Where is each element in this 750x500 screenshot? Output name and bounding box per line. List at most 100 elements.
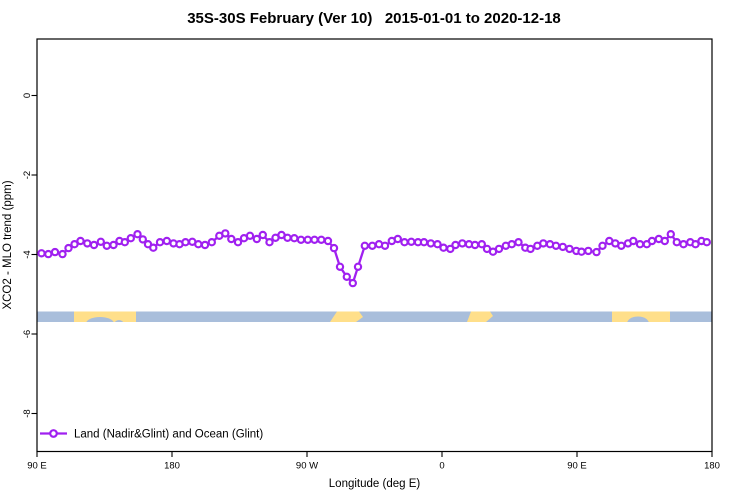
data-point bbox=[265, 237, 274, 247]
data-point bbox=[360, 241, 369, 250]
data-point bbox=[494, 244, 504, 254]
data-point bbox=[283, 233, 292, 242]
data-point bbox=[451, 240, 460, 250]
data-point bbox=[329, 243, 339, 253]
x-tick-label: 180 bbox=[164, 461, 180, 472]
data-point bbox=[227, 234, 236, 244]
data-point bbox=[120, 237, 130, 247]
y-tick-label: -4 bbox=[22, 250, 33, 258]
data-point bbox=[200, 240, 210, 250]
data-point bbox=[233, 237, 243, 247]
data-point bbox=[558, 242, 568, 252]
data-point bbox=[679, 239, 688, 249]
data-point bbox=[380, 241, 390, 250]
data-point bbox=[37, 249, 46, 258]
land-patch bbox=[467, 311, 493, 322]
data-point bbox=[660, 236, 670, 246]
data-point bbox=[181, 237, 190, 247]
data-point bbox=[584, 246, 593, 256]
data-point bbox=[245, 231, 255, 240]
data-point bbox=[691, 239, 700, 249]
data-point bbox=[577, 247, 586, 256]
data-point bbox=[514, 237, 523, 247]
chart-title: 35S-30S February (Ver 10) 2015-01-01 to … bbox=[187, 10, 561, 27]
ocean-band bbox=[37, 311, 712, 322]
x-tick-label: 0 bbox=[439, 461, 444, 472]
data-point bbox=[310, 235, 319, 244]
data-point bbox=[446, 244, 455, 254]
x-tick-label: 90 E bbox=[567, 461, 587, 472]
data-point bbox=[419, 237, 429, 247]
data-point bbox=[617, 241, 626, 250]
data-point bbox=[76, 236, 85, 246]
data-point bbox=[470, 240, 480, 250]
data-point bbox=[507, 239, 516, 249]
x-tick-label: 90 W bbox=[296, 461, 318, 472]
data-point bbox=[194, 239, 203, 249]
x-tick-label: 180 bbox=[704, 461, 720, 472]
data-point bbox=[368, 241, 377, 250]
data-point bbox=[70, 239, 79, 249]
data-point bbox=[400, 237, 409, 247]
data-point bbox=[335, 262, 345, 271]
data-point bbox=[629, 236, 638, 246]
land-ocean-strip bbox=[37, 311, 712, 322]
data-point bbox=[672, 237, 682, 247]
data-point bbox=[439, 243, 448, 252]
y-tick-label: -6 bbox=[22, 330, 33, 338]
data-point bbox=[635, 239, 645, 249]
data-point bbox=[126, 233, 136, 243]
data-point bbox=[50, 247, 60, 257]
y-tick-label: -8 bbox=[22, 409, 33, 417]
data-point bbox=[109, 240, 118, 250]
data-point bbox=[348, 278, 357, 288]
data-point bbox=[296, 235, 306, 244]
x-axis-title: Longitude (deg E) bbox=[329, 478, 421, 490]
data-point bbox=[155, 237, 165, 247]
land-patch bbox=[612, 311, 670, 322]
data-point bbox=[393, 234, 402, 244]
data-point bbox=[526, 244, 535, 254]
y-axis-title: XCO2 - MLO trend (ppm) bbox=[2, 180, 14, 309]
data-point bbox=[64, 243, 73, 253]
data-point bbox=[303, 235, 312, 244]
x-tick-label: 90 E bbox=[27, 461, 47, 472]
legend-label: Land (Nadir&Glint) and Ocean (Glint) bbox=[74, 429, 263, 441]
data-point bbox=[258, 230, 267, 240]
data-point bbox=[252, 234, 261, 244]
plot-generated-layer: 90 E 180 90 W 0 90 E 180 0 -2 -4 -6 -8 bbox=[22, 38, 720, 472]
data-point bbox=[44, 249, 53, 259]
data-point bbox=[433, 239, 442, 249]
data-point bbox=[290, 233, 299, 243]
data-point bbox=[317, 235, 326, 244]
data-point bbox=[647, 236, 657, 246]
data-point bbox=[83, 239, 92, 248]
data-point bbox=[702, 237, 712, 247]
data-point bbox=[323, 236, 333, 246]
data-point bbox=[133, 229, 142, 239]
data-point bbox=[89, 240, 99, 250]
coast-detail bbox=[86, 317, 114, 322]
data-point bbox=[138, 235, 147, 244]
data-point bbox=[477, 239, 486, 249]
plot-border bbox=[36, 38, 713, 453]
legend-marker-circle bbox=[49, 429, 58, 438]
data-point bbox=[353, 262, 363, 271]
data-point bbox=[342, 272, 351, 281]
data-point bbox=[407, 237, 416, 246]
coast-detail bbox=[627, 316, 649, 322]
data-point bbox=[565, 244, 574, 254]
y-tick-label: -2 bbox=[22, 171, 33, 179]
data-point bbox=[221, 229, 230, 238]
data-point bbox=[207, 237, 216, 247]
data-point bbox=[592, 247, 601, 257]
data-point bbox=[666, 229, 676, 239]
data-point bbox=[458, 239, 467, 248]
land-patch bbox=[330, 311, 363, 322]
data-point bbox=[426, 239, 435, 248]
data-point bbox=[551, 241, 561, 250]
data-point bbox=[102, 241, 112, 250]
data-point bbox=[539, 239, 548, 248]
